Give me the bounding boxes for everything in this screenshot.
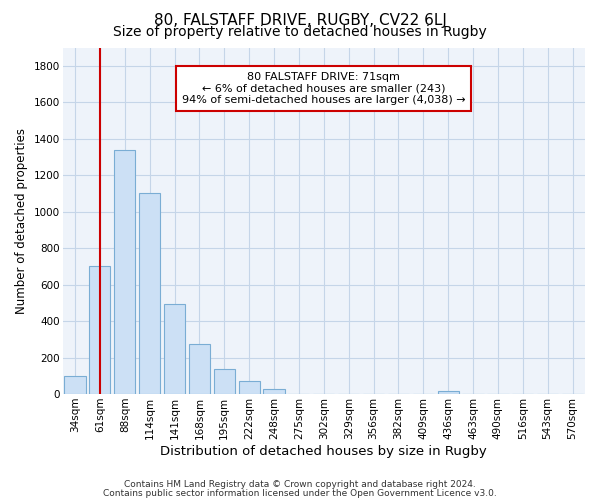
Bar	[189, 344, 210, 394]
Text: Contains HM Land Registry data © Crown copyright and database right 2024.: Contains HM Land Registry data © Crown c…	[124, 480, 476, 489]
Bar	[114, 150, 136, 394]
Bar	[64, 376, 86, 394]
Y-axis label: Number of detached properties: Number of detached properties	[15, 128, 28, 314]
Bar	[263, 389, 284, 394]
Text: Contains public sector information licensed under the Open Government Licence v3: Contains public sector information licen…	[103, 488, 497, 498]
Bar	[164, 304, 185, 394]
Text: 80 FALSTAFF DRIVE: 71sqm
← 6% of detached houses are smaller (243)
94% of semi-d: 80 FALSTAFF DRIVE: 71sqm ← 6% of detache…	[182, 72, 466, 105]
Text: 80, FALSTAFF DRIVE, RUGBY, CV22 6LJ: 80, FALSTAFF DRIVE, RUGBY, CV22 6LJ	[154, 12, 446, 28]
Bar	[437, 392, 459, 394]
X-axis label: Distribution of detached houses by size in Rugby: Distribution of detached houses by size …	[160, 444, 487, 458]
Bar	[89, 266, 110, 394]
Bar	[214, 368, 235, 394]
Text: Size of property relative to detached houses in Rugby: Size of property relative to detached ho…	[113, 25, 487, 39]
Bar	[139, 194, 160, 394]
Bar	[239, 382, 260, 394]
